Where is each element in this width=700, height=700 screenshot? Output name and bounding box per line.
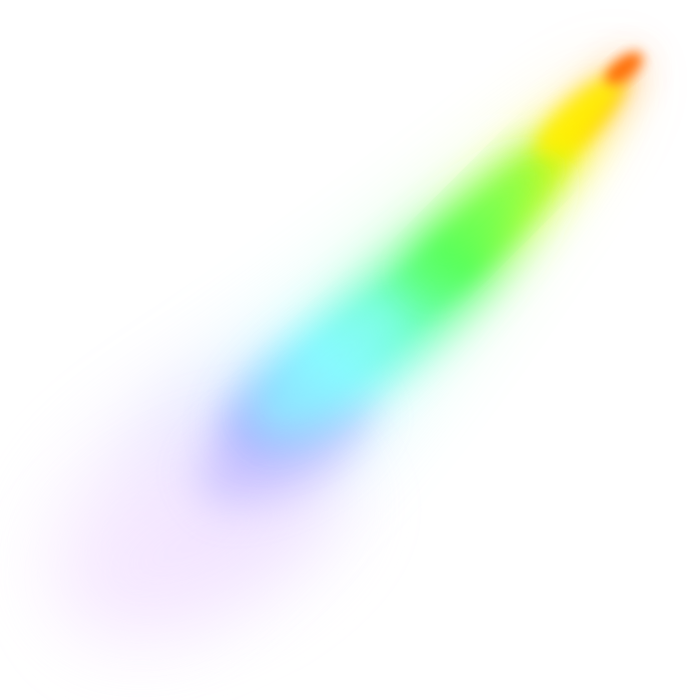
cyan-highlight — [256, 297, 404, 433]
yellow-highlight — [537, 75, 623, 155]
green-highlight — [415, 145, 555, 285]
orange-head — [605, 52, 643, 84]
